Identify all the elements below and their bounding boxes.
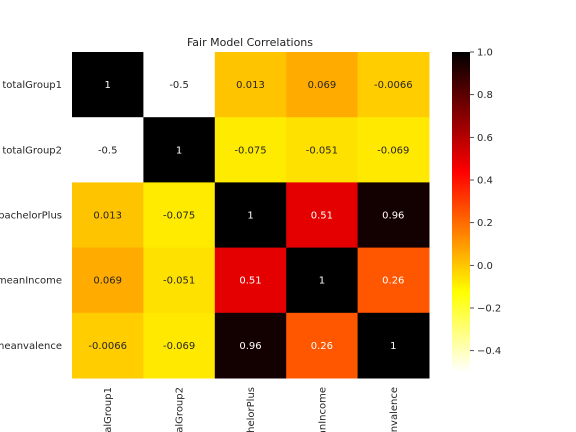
heatmap-cell [286, 182, 359, 249]
cell-annotation: -0.051 [163, 276, 195, 287]
heatmap-cells: 1 -0.5 0.013 0.069 -0.0066 -0.5 1 -0.075 -0.051 -… [72, 52, 430, 379]
colorbar-gradient [452, 52, 470, 372]
heatmap-cell [72, 182, 144, 249]
heatmap-cell [72, 52, 144, 118]
heatmap-cell [357, 182, 430, 249]
cell-annotation: 0.96 [239, 341, 261, 352]
column-tick-label: totalGroup2 [175, 387, 186, 432]
cell-annotation: -0.5 [98, 145, 118, 156]
heatmap-cell [286, 312, 359, 379]
cell-annotation: -0.5 [169, 80, 189, 91]
cell-annotation: 1 [319, 276, 325, 287]
row-labels: totalGroup1 totalGroup2 bachelorPlus meanIn… [0, 80, 62, 352]
row-tick-label: meanIncome [0, 276, 62, 287]
heatmap-cell [143, 182, 216, 249]
heatmap-cell [286, 247, 359, 314]
colorbar-tick-label: 0.0 [477, 261, 493, 272]
cell-annotation: 0.013 [93, 211, 122, 222]
cell-annotation: -0.075 [234, 145, 266, 156]
heatmap-cell [214, 247, 287, 314]
chart-title: Fair Model Correlations [187, 36, 313, 49]
heatmap-cell [214, 182, 287, 249]
heatmap-cell [357, 52, 430, 118]
heatmap-cell [357, 312, 430, 379]
colorbar: 1.0 0.8 0.6 0.4 0.2 0.0 −0.2 −0.4 [452, 48, 501, 372]
heatmap-cell [214, 117, 287, 183]
cell-annotation: 1 [247, 211, 253, 222]
cell-annotation: 0.51 [239, 276, 261, 287]
cell-annotation: -0.069 [377, 145, 409, 156]
heatmap-cell [143, 52, 216, 118]
row-tick-label: totalGroup2 [2, 145, 62, 156]
column-tick-label: meanIncome [317, 387, 328, 432]
cell-annotation: 1 [105, 80, 111, 91]
cell-annotation: 0.069 [93, 276, 122, 287]
cell-annotation: 0.26 [311, 341, 333, 352]
colorbar-tick-label: −0.2 [477, 304, 501, 315]
heatmap-cell [143, 117, 216, 183]
cell-annotation: -0.075 [163, 211, 195, 222]
heatmap-cell [357, 117, 430, 183]
heatmap-cell [357, 247, 430, 314]
cell-annotation: 0.26 [382, 276, 404, 287]
heatmap-cell [72, 117, 144, 183]
heatmap-cell [72, 312, 144, 379]
cell-annotation: 1 [390, 341, 396, 352]
cell-annotation: 0.013 [236, 80, 265, 91]
heatmap-cell [72, 247, 144, 314]
heatmap-cell [286, 52, 359, 118]
column-labels: totalGroup1 totalGroup2 bachelorPlus meanIn… [103, 387, 400, 432]
cell-annotation: -0.069 [163, 341, 195, 352]
row-tick-label: bachelorPlus [0, 211, 62, 222]
cell-annotation: -0.0066 [374, 80, 413, 91]
heatmap-cell [214, 312, 287, 379]
cell-annotation: 0.51 [311, 211, 333, 222]
colorbar-tick-label: 0.2 [477, 218, 493, 229]
heatmap-cell [143, 247, 216, 314]
cell-annotation: 0.96 [382, 211, 404, 222]
row-tick-label: meanvalence [0, 341, 62, 352]
cell-annotation: -0.051 [306, 145, 338, 156]
column-tick-label: totalGroup1 [103, 387, 114, 432]
column-tick-label: bachelorPlus [246, 387, 257, 432]
cell-annotation: -0.0066 [88, 341, 127, 352]
heatmap-cell [143, 312, 216, 379]
colorbar-tick-label: 1.0 [477, 48, 493, 59]
heatmap-cell [286, 117, 359, 183]
colorbar-tick-label: −0.4 [477, 346, 501, 357]
colorbar-tick-label: 0.4 [477, 176, 493, 187]
colorbar-tick-label: 0.6 [477, 133, 493, 144]
cell-annotation: 0.069 [308, 80, 337, 91]
heatmap-cell [214, 52, 287, 118]
column-tick-label: meanvalence [389, 387, 400, 432]
colorbar-tick-label: 0.8 [477, 90, 493, 101]
cell-annotation: 1 [176, 145, 182, 156]
row-tick-label: totalGroup1 [2, 80, 62, 91]
